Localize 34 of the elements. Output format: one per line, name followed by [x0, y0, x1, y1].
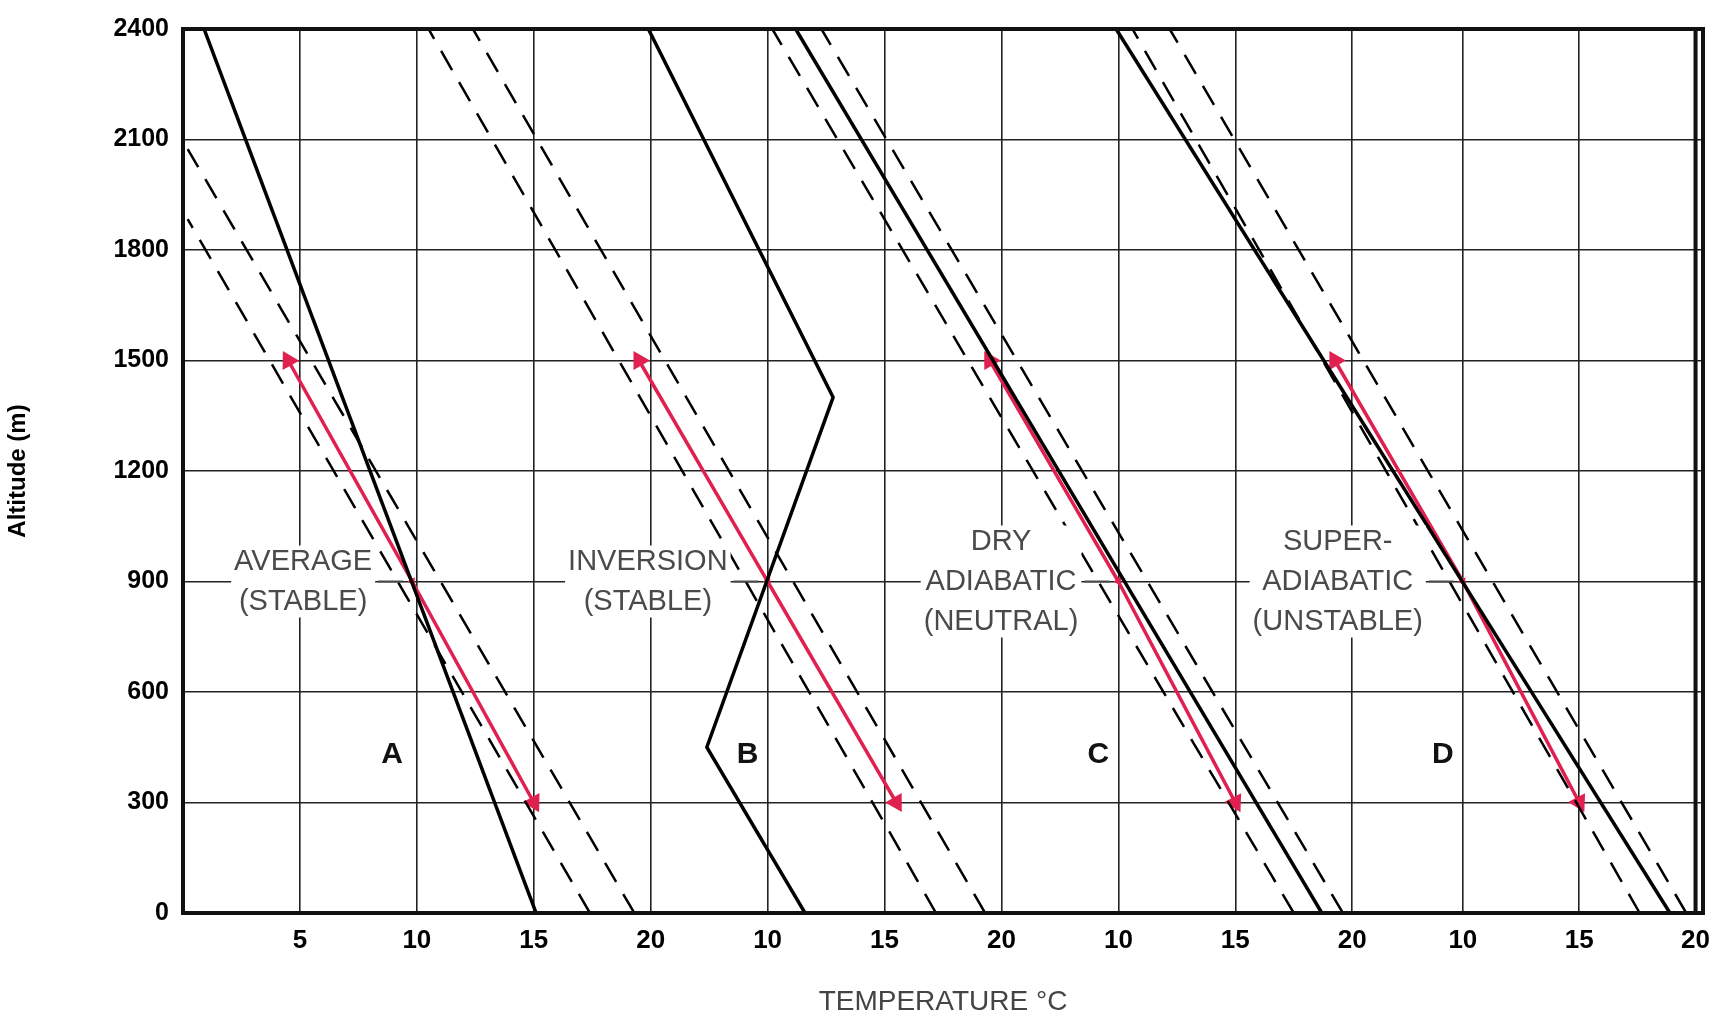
y-tick-label: 2100	[113, 123, 169, 152]
x-tick-label: 10	[402, 923, 432, 954]
point	[282, 350, 300, 370]
y-tick-label: 600	[127, 675, 169, 704]
x-tick-label: 20	[1681, 923, 1710, 954]
x-tick-label: 15	[519, 923, 549, 954]
annotation: C	[1087, 735, 1110, 769]
y-tick-label: 1500	[113, 344, 169, 373]
point	[522, 793, 540, 813]
y-tick-label: 2400	[113, 12, 169, 41]
x-axis-title: TEMPERATURE °C	[818, 984, 1068, 1016]
x-tick-label: 20	[636, 923, 666, 954]
annotation: D	[1432, 735, 1454, 769]
annotation: A	[381, 735, 404, 769]
x-tick-label: 15	[1220, 923, 1250, 954]
y-tick-label: 300	[127, 786, 169, 815]
y-tick-label: 1800	[113, 233, 169, 262]
annotation: B	[736, 735, 759, 769]
y-axis-title: Altitude (m)	[3, 404, 31, 538]
x-tick-label: 5	[292, 923, 308, 954]
annotation: SUPER- ADIABATIC (UNSTABLE)	[1252, 523, 1423, 636]
y-tick-label: 1200	[113, 454, 169, 483]
x-tick-label: 10	[753, 923, 783, 954]
x-tick-label: 20	[1337, 923, 1367, 954]
annotation: DRY ADIABATIC (NEUTRAL)	[923, 523, 1079, 636]
x-tick-label: 20	[987, 923, 1016, 954]
annotation: INVERSION (STABLE)	[568, 543, 728, 616]
annotation: AVERAGE (STABLE)	[234, 543, 373, 616]
x-tick-label: 15	[1564, 923, 1594, 954]
x-tick-label: 10	[1448, 923, 1478, 954]
y-tick-label: 0	[155, 896, 169, 925]
y-tick-label: 900	[127, 565, 169, 594]
x-tick-label: 15	[870, 923, 899, 954]
x-tick-label: 10	[1103, 923, 1133, 954]
